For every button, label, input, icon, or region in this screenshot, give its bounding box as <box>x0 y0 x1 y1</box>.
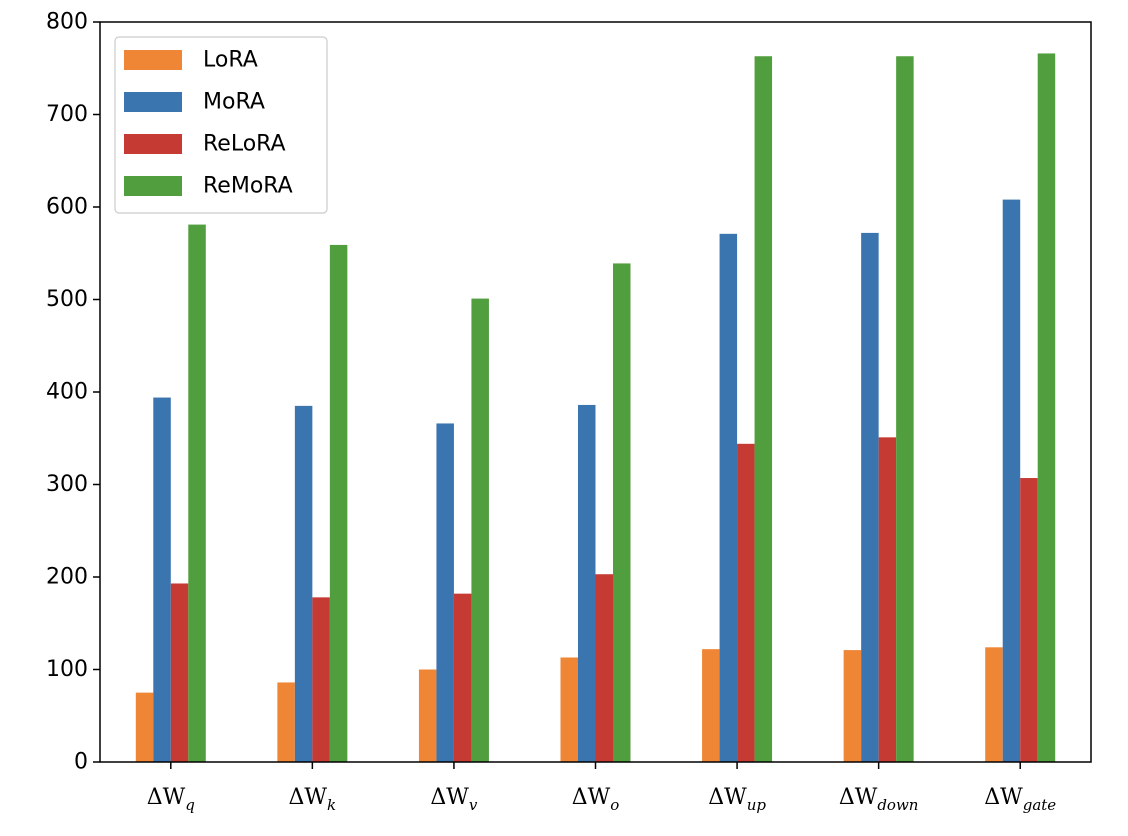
y-tick-label: 800 <box>46 10 88 35</box>
bar-remora-6 <box>1037 53 1056 762</box>
y-tick-label: 200 <box>46 565 88 590</box>
bar-mora-6 <box>1002 199 1021 763</box>
y-tick-label: 300 <box>46 472 88 497</box>
bar-relora-6 <box>1020 478 1038 762</box>
bar-remora-4 <box>754 56 773 763</box>
bar-remora-2 <box>471 298 489 762</box>
bar-mora-3 <box>578 404 596 762</box>
x-tick-label-subscript: k <box>327 796 336 814</box>
bar-lora-0 <box>135 692 154 763</box>
x-tick-label-main: ΔW <box>572 785 611 810</box>
bar-mora-1 <box>294 405 313 763</box>
legend-label-remora: ReMoRA <box>203 174 293 199</box>
bar-relora-1 <box>312 597 330 762</box>
x-tick-label: ΔWk <box>289 785 337 814</box>
legend-label-mora: MoRA <box>203 90 265 115</box>
bar-lora-4 <box>702 649 720 762</box>
y-axis: 0 100 200 300 400 500 600 700 800 <box>46 10 100 775</box>
bar-lora-1 <box>277 682 295 762</box>
bar-mora-2 <box>436 423 454 762</box>
y-tick-label: 0 <box>74 750 88 775</box>
x-tick-label-subscript: down <box>877 796 918 814</box>
bar-remora-3 <box>613 263 631 762</box>
bar-lora-6 <box>985 647 1003 762</box>
y-tick-label: 500 <box>46 287 88 312</box>
legend-swatch-mora <box>124 92 182 112</box>
x-tick-label: ΔWq <box>147 785 195 814</box>
x-tick-label: ΔWdown <box>839 785 919 814</box>
bar-relora-4 <box>737 443 755 762</box>
x-tick-label-main: ΔW <box>430 785 469 810</box>
bar-lora-2 <box>418 669 437 762</box>
x-tick-label-main: ΔW <box>708 785 747 810</box>
bar-relora-0 <box>170 583 189 762</box>
legend-box <box>114 36 328 214</box>
x-axis: ΔWq ΔWk ΔWv ΔWo ΔWup ΔWdown ΔWgate <box>147 762 1056 814</box>
bar-lora-3 <box>560 657 578 762</box>
x-tick-label-subscript: o <box>610 796 619 814</box>
bar-lora-5 <box>843 650 862 762</box>
x-tick-label: ΔWv <box>430 785 478 814</box>
x-tick-label-main: ΔW <box>984 785 1023 810</box>
x-tick-label-subscript: up <box>747 796 767 814</box>
bar-relora-3 <box>595 574 613 762</box>
x-tick-label-main: ΔW <box>839 785 878 810</box>
y-tick-label: 100 <box>46 657 88 682</box>
legend-label-relora: ReLoRA <box>203 132 286 157</box>
bar-mora-4 <box>719 233 738 762</box>
bar-mora-0 <box>153 397 171 762</box>
bar-remora-0 <box>188 224 206 762</box>
legend-swatch-remora <box>124 176 182 196</box>
bar-remora-5 <box>896 56 914 763</box>
bar-relora-5 <box>878 437 897 762</box>
y-tick-label: 400 <box>46 380 88 405</box>
x-tick-label: ΔWup <box>708 785 766 814</box>
legend-swatch-lora <box>124 50 182 70</box>
bar-mora-5 <box>861 232 879 762</box>
x-tick-label-subscript: v <box>469 796 478 814</box>
x-tick-label: ΔWo <box>572 785 620 814</box>
legend: LoRA MoRA ReLoRA ReMoRA <box>114 36 328 214</box>
x-tick-label: ΔWgate <box>984 785 1056 814</box>
x-tick-label-main: ΔW <box>289 785 328 810</box>
y-tick-label: 600 <box>46 195 88 220</box>
bar-relora-2 <box>453 593 472 762</box>
bars-group <box>135 53 1056 763</box>
x-tick-label-subscript: q <box>185 796 195 814</box>
x-tick-label-main: ΔW <box>147 785 186 810</box>
legend-label-lora: LoRA <box>203 48 258 73</box>
legend-swatch-relora <box>124 134 182 154</box>
x-tick-label-subscript: gate <box>1023 796 1057 814</box>
y-tick-label: 700 <box>46 102 88 127</box>
bar-remora-1 <box>329 244 348 762</box>
